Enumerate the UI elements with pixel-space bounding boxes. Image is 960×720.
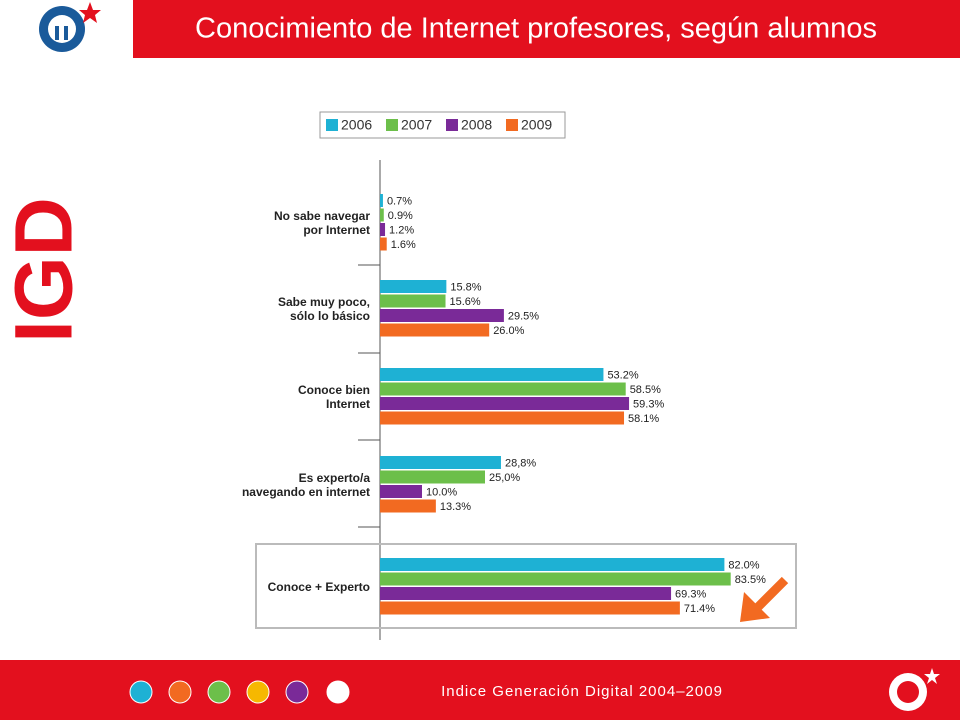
value-label: 59.3% [633, 398, 664, 410]
value-label: 82.0% [728, 559, 759, 571]
bar [380, 558, 725, 571]
arrow [740, 576, 789, 622]
value-label: 26.0% [493, 325, 524, 337]
bar [380, 280, 447, 293]
bar [380, 485, 422, 498]
value-label: 53.2% [607, 369, 638, 381]
value-label: 69.3% [675, 588, 706, 600]
value-label: 58.5% [630, 384, 661, 396]
value-label: 15.6% [450, 296, 481, 308]
footer-dots [129, 680, 350, 704]
bar [380, 194, 383, 207]
legend-box [319, 111, 566, 139]
value-label: 29.5% [508, 310, 539, 322]
bar [380, 294, 446, 308]
value-label: 83.5% [735, 574, 766, 586]
bar [380, 323, 490, 337]
bar [380, 309, 504, 322]
value-label: 10.0% [426, 486, 457, 498]
value-label: 25,0% [489, 472, 520, 484]
bar [380, 223, 386, 236]
bar [380, 397, 630, 410]
bar [380, 411, 625, 425]
category-label: Conoce + Experto [267, 580, 370, 594]
category-label: Es experto/a navegando en internet [241, 471, 370, 499]
legend-swatch [446, 119, 458, 131]
value-label: 15.8% [450, 281, 481, 293]
bar [380, 499, 436, 513]
legend-label: 2009 [521, 117, 552, 133]
legend-swatch [326, 119, 338, 131]
bar [380, 208, 384, 222]
group-ticks [358, 264, 380, 528]
legend-swatch [386, 119, 398, 131]
bar [380, 456, 501, 469]
category-label: Conoce bien Internet [297, 383, 370, 411]
side-logo-text: IGD [0, 197, 90, 343]
footer-logo [889, 668, 940, 711]
bar [380, 368, 604, 381]
footer-band [0, 660, 960, 720]
header-band [133, 0, 960, 58]
bar [380, 572, 731, 586]
bar [380, 382, 626, 396]
value-label: 58.1% [628, 413, 659, 425]
category-label: No sabe navegar por Internet [273, 209, 370, 237]
value-label: 28,8% [505, 457, 536, 469]
value-label: 0.7% [387, 195, 412, 207]
legend-label: 2008 [461, 117, 492, 133]
bar [380, 587, 672, 600]
legend-swatch [506, 119, 518, 131]
value-label: 0.9% [388, 210, 413, 222]
highlight-box [255, 543, 797, 629]
value-label: 1.2% [389, 224, 414, 236]
bar [380, 601, 680, 615]
footer-text: Indice Generación Digital 2004–2009 [441, 683, 723, 700]
slide-title: Conocimiento de Internet profesores, seg… [195, 13, 877, 45]
legend-label: 2006 [341, 117, 372, 133]
logo [39, 2, 101, 52]
value-label: 71.4% [684, 603, 715, 615]
value-label: 1.6% [391, 239, 416, 251]
bar [380, 237, 387, 251]
category-label: Sabe muy poco, sólo lo básico [277, 295, 370, 323]
bar [380, 470, 485, 484]
value-label: 13.3% [440, 501, 471, 513]
legend-label: 2007 [401, 117, 432, 133]
